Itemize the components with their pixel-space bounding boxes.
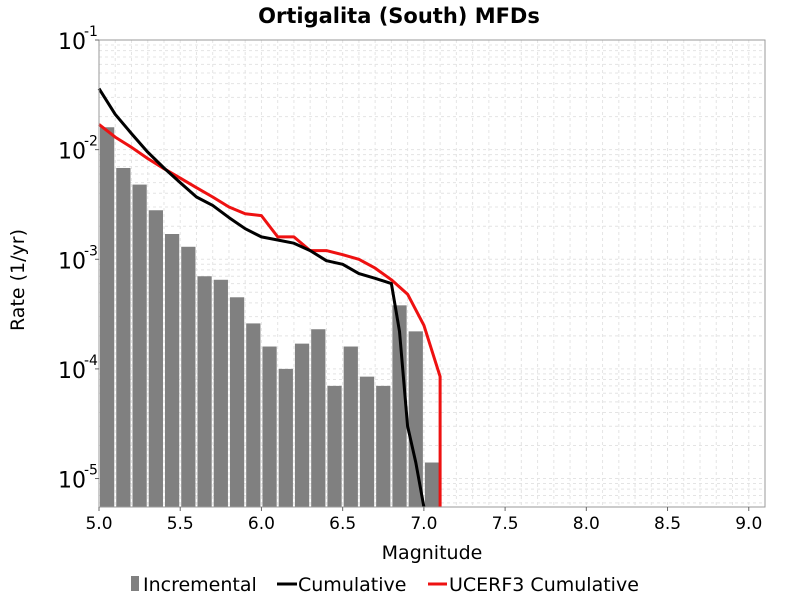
chart-title: Ortigalita (South) MFDs [258, 4, 540, 28]
x-tick-label: 7.5 [492, 514, 519, 534]
x-tick-label: 5.0 [85, 514, 112, 534]
plot-frame [98, 39, 766, 508]
x-tick-label: 7.0 [410, 514, 437, 534]
y-tick-label: 10 [58, 249, 86, 274]
incremental-bar [262, 346, 277, 507]
incremental-bar [376, 385, 391, 507]
legend-label-cumulative: Cumulative [298, 574, 406, 596]
incremental-bar [181, 246, 196, 507]
y-tick-label: 10 [58, 469, 86, 494]
incremental-bar [408, 331, 423, 507]
incremental-bar [148, 210, 163, 507]
incremental-bar [327, 385, 342, 507]
legend-label-ucerf3: UCERF3 Cumulative [449, 574, 639, 596]
x-tick-label: 5.5 [167, 514, 194, 534]
legend: Incremental Cumulative UCERF3 Cumulative [131, 574, 639, 596]
incremental-bar [116, 167, 131, 507]
y-tick-label: 10 [58, 140, 86, 165]
incremental-bar [343, 346, 358, 507]
y-axis-label: Rate (1/yr) [7, 229, 29, 331]
plot-border [98, 39, 766, 508]
ucerf3-cumulative-line [98, 123, 442, 507]
incremental-bar [213, 279, 228, 507]
incremental-bar [278, 368, 293, 507]
y-axis-ticks: 10-110-210-310-410-5 [58, 24, 99, 494]
cumulative-lines [97, 87, 442, 508]
x-tick-label: 9.0 [735, 514, 762, 534]
legend-label-incremental: Incremental [143, 574, 257, 596]
incremental-bar [164, 234, 180, 508]
incremental-bar [229, 297, 245, 507]
y-tick-exponent: -3 [84, 243, 98, 259]
y-tick-exponent: -1 [84, 24, 98, 40]
x-axis-label: Magnitude [382, 542, 483, 564]
cumulative-line [97, 87, 426, 508]
x-tick-label: 8.5 [654, 514, 681, 534]
incremental-bar [311, 329, 326, 507]
incremental-bar [359, 376, 375, 507]
x-tick-label: 8.0 [573, 514, 600, 534]
incremental-bar [197, 276, 212, 507]
incremental-bar [132, 184, 147, 508]
incremental-bars [100, 127, 440, 508]
incremental-bar [100, 127, 115, 507]
y-tick-exponent: -5 [84, 463, 98, 479]
y-tick-exponent: -2 [84, 134, 98, 150]
incremental-bar [424, 462, 440, 507]
y-tick-label: 10 [58, 359, 86, 384]
x-axis-ticks: 5.0 5.5 6.0 6.5 7.0 7.5 8.0 8.5 9.0 [85, 507, 762, 534]
legend-swatch-incremental [131, 576, 139, 591]
y-tick-exponent: -4 [84, 353, 98, 369]
x-tick-label: 6.5 [329, 514, 356, 534]
incremental-bar [246, 323, 261, 507]
y-tick-label: 10 [58, 30, 86, 55]
incremental-bar [294, 343, 310, 507]
x-tick-label: 6.0 [248, 514, 275, 534]
